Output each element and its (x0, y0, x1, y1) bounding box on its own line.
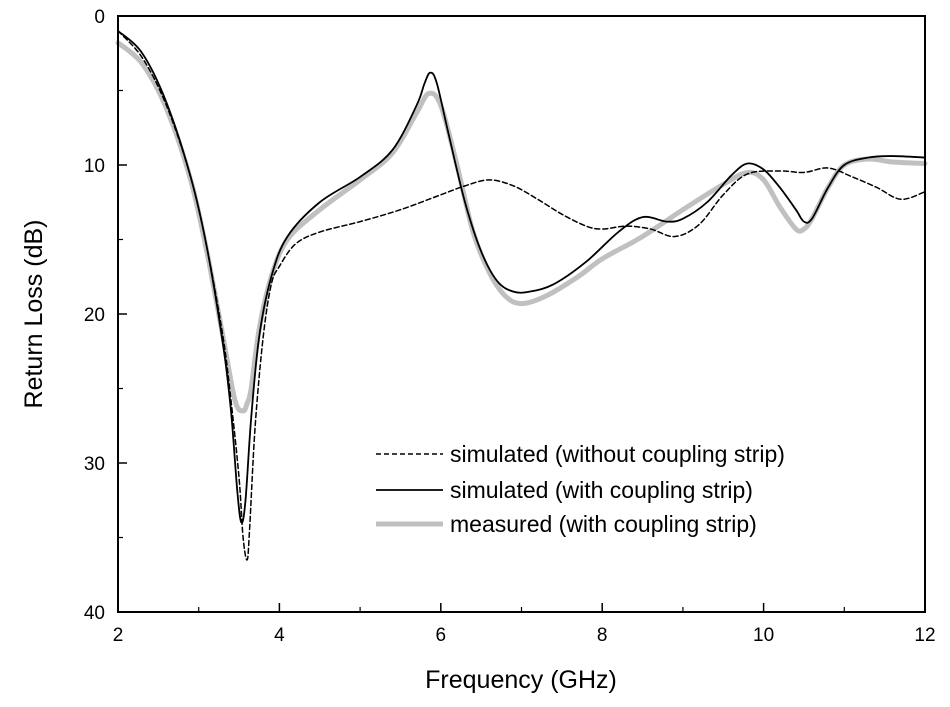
y-tick-label: 40 (84, 603, 105, 624)
series-layer (115, 30, 928, 561)
x-axis-title: Frequency (GHz) (425, 666, 617, 694)
y-axis-title: Return Loss (dB) (20, 220, 48, 409)
series-line-1 (117, 30, 926, 561)
legend: simulated (without coupling strip) simula… (376, 441, 785, 537)
x-tick-label: 8 (597, 625, 608, 646)
x-tick-label: 4 (274, 625, 285, 646)
legend-label-2: simulated (with coupling strip) (450, 477, 753, 503)
y-tick-label: 30 (84, 454, 105, 475)
legend-label-1: simulated (without coupling strip) (450, 441, 785, 467)
x-tick-label: 2 (113, 625, 124, 646)
x-tick-label: 10 (753, 625, 774, 646)
y-tick-label: 10 (84, 156, 105, 177)
y-tick-label: 20 (84, 305, 105, 326)
y-tick-label: 0 (94, 7, 105, 28)
series-line-3 (115, 40, 928, 414)
tick-layer: 2 4 6 8 10 12 0 10 20 30 40 (84, 7, 936, 646)
x-tick-label: 12 (914, 625, 935, 646)
series-line-2 (117, 30, 926, 524)
legend-label-3: measured (with coupling strip) (450, 511, 757, 537)
x-tick-label: 6 (436, 625, 447, 646)
